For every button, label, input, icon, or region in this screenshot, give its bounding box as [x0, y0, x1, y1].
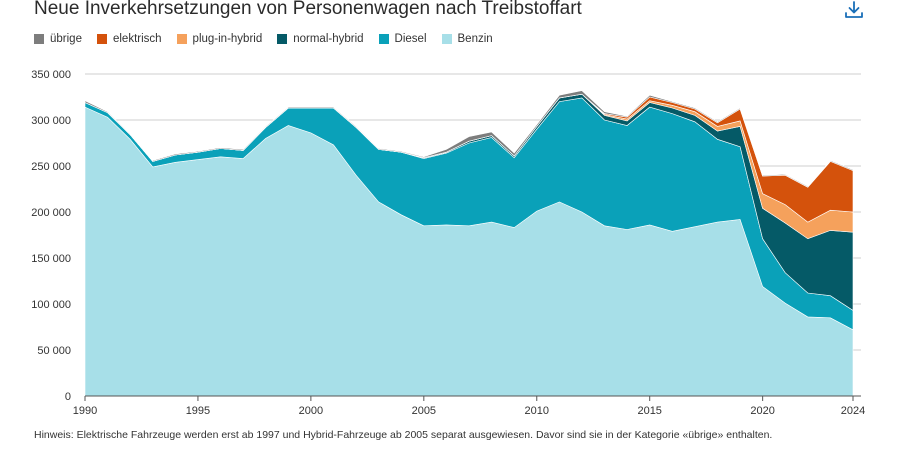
y-tick-label: 100 000: [31, 299, 71, 311]
y-tick-label: 200 000: [31, 207, 71, 219]
y-tick-label: 350 000: [31, 69, 71, 81]
legend-label-benzin: Benzin: [457, 33, 493, 45]
legend-item-benzin[interactable]: Benzin: [441, 33, 493, 45]
x-tick-label: 2020: [750, 405, 774, 417]
legend-item-diesel[interactable]: Diesel: [378, 33, 427, 45]
legend-swatch-elektrisch: [96, 34, 107, 44]
legend-swatch-diesel: [378, 34, 389, 44]
x-tick-label: 2000: [299, 405, 323, 417]
legend-swatch-uebrige: [34, 34, 44, 44]
y-tick-label: 300 000: [31, 115, 71, 127]
chart-title: Neue Inverkehrsetzungen von Personenwage…: [34, 0, 582, 19]
legend-label-uebrige: übrige: [50, 33, 82, 45]
legend-swatch-benzin: [441, 34, 452, 44]
chart-legend: übrige elektrisch plug-in-hybrid normal-hyb…: [34, 33, 508, 45]
x-tick-label: 1995: [186, 405, 210, 417]
download-icon: [845, 1, 863, 18]
legend-label-diesel: Diesel: [394, 33, 427, 45]
area-uebrige: [84, 90, 854, 188]
y-tick-label: 0: [65, 391, 71, 403]
legend-item-plug-in-hybrid[interactable]: plug-in-hybrid: [176, 33, 263, 45]
legend-item-elektrisch[interactable]: elektrisch: [96, 33, 162, 45]
x-tick-label: 2005: [412, 405, 436, 417]
x-tick-label: 2010: [525, 405, 549, 417]
x-tick-label: 2024: [841, 405, 865, 417]
legend-label-normal-hybrid: normal-hybrid: [293, 33, 364, 45]
stacked-area-chart: 0 50 000 100 000 150 000 200 000 250 000 300 0…: [31, 69, 865, 417]
legend-swatch-normal-hybrid: [277, 34, 288, 44]
y-tick-label: 250 000: [31, 161, 71, 173]
y-tick-label: 150 000: [31, 253, 71, 265]
chart-note: Hinweis: Elektrische Fahrzeuge werden er…: [34, 429, 773, 441]
download-button[interactable]: [843, 0, 865, 20]
legend-label-plug-in-hybrid: plug-in-hybrid: [192, 33, 263, 45]
x-tick-label: 2015: [637, 405, 661, 417]
legend-item-normal-hybrid[interactable]: normal-hybrid: [277, 33, 364, 45]
x-tick-label: 1990: [73, 405, 97, 417]
legend-item-uebrige[interactable]: übrige: [34, 33, 82, 45]
legend-swatch-plug-in-hybrid: [176, 34, 187, 44]
legend-label-elektrisch: elektrisch: [112, 33, 162, 45]
y-tick-label: 50 000: [37, 345, 71, 357]
